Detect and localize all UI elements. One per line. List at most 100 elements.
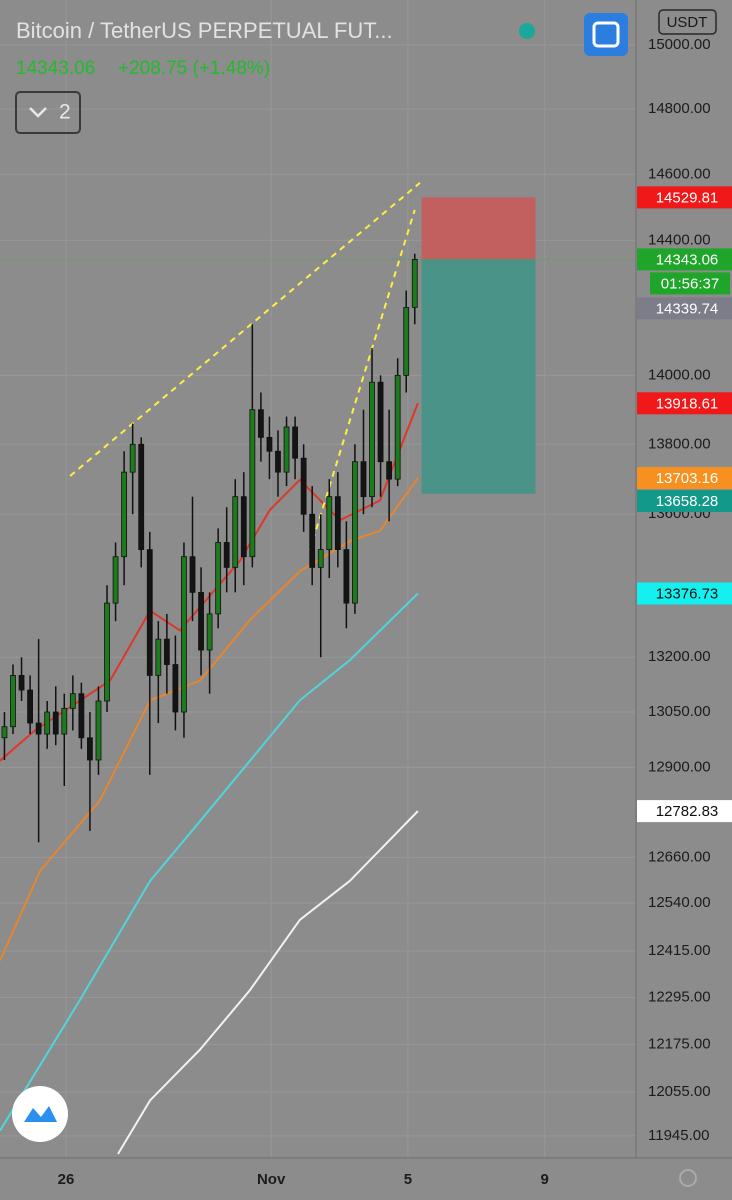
x-tick-label: 26 [58,1171,75,1188]
axes: 15000.00 14800.00 14600.00 14400.00 14000.00… [58,36,711,1188]
candle-body [189,556,196,593]
candle-body [343,549,350,604]
fullscreen-button[interactable] [584,13,628,56]
candle-body [215,542,222,615]
y-tick-label: 12415.00 [648,942,711,959]
trendline [308,209,416,551]
y-tick-label: 14400.00 [648,231,711,248]
moving-average [0,592,419,1132]
candle-body [403,307,410,376]
y-tick-label: 14600.00 [648,165,711,182]
countdown-tag [650,272,730,295]
candle-body [317,549,324,568]
candle-body [78,693,85,739]
candle-body [172,664,179,713]
price-tag-label: 13658.28 [656,493,719,510]
badge-frame [658,9,717,35]
candle-body [223,542,230,568]
candle-body [275,450,281,473]
logo-icon [24,1106,57,1122]
candle-body [360,461,367,498]
indicator-toggle[interactable]: 2 [15,91,81,134]
market-status-dot [519,23,535,39]
candle-body [181,556,187,713]
candle-body [352,461,358,604]
candle-body [52,711,59,735]
plot-area [0,182,636,1155]
price-tag [637,186,732,209]
indicator-count: 2 [59,101,71,124]
candle-body [146,549,153,676]
grid [0,0,636,1158]
candle-body [112,556,119,604]
price-tag-label: 13918.61 [656,395,719,412]
candle-body [377,381,384,463]
candle-body [1,726,8,739]
candle-body [283,426,290,473]
price-tag [637,392,732,415]
settings-icon[interactable] [679,1169,697,1187]
price-tags: 14529.81 14343.06 01:56:37 14339.74 13918.61… [637,186,732,823]
candle-body [326,496,333,550]
y-tick-label: 14000.00 [648,366,711,383]
y-tick-label: 13200.00 [648,648,711,665]
candle-body [266,436,273,452]
candle-body [394,374,401,480]
candle-body [163,638,170,665]
price-tag-label: 14343.06 [656,251,719,268]
y-tick-label: 12900.00 [648,758,711,775]
candle-body [411,258,418,308]
countdown: 01:56:37 [661,275,719,292]
price-tag [637,248,732,271]
candle-body [44,711,51,735]
y-tick-label: 12295.00 [648,988,711,1005]
candle-body [61,707,68,735]
candle-body [386,461,393,480]
candle-body [206,613,213,651]
moving-average [0,477,419,962]
button-icon [592,21,620,48]
candle-body [292,426,298,459]
price-tag-label: 14529.81 [656,189,719,206]
y-tick-label: 13800.00 [648,435,711,452]
candle-body [257,409,264,438]
candle-body [121,471,128,558]
price-tag [637,297,732,320]
candle-body [155,638,162,676]
y-tick-label: 14800.00 [648,100,711,117]
price-tag [637,467,732,490]
candle-body [198,591,204,651]
currency-badge[interactable]: USDT [658,9,717,35]
price-tag [637,800,732,823]
x-tick-label: 5 [404,1171,412,1188]
y-tick-label: 15000.00 [648,36,711,53]
candle-body [35,722,42,735]
candle-body [232,496,239,568]
toggle-frame [15,91,81,134]
logo-bg [12,1086,68,1142]
price-tag-label: 14339.74 [656,300,719,317]
price-tag-label: 13376.73 [656,586,719,603]
chevron-icon [29,107,47,118]
candle-body [18,675,25,691]
candle-body [95,700,102,761]
symbol-title: Bitcoin / TetherUS PERPETUAL FUT... [16,18,393,43]
candle-body [369,381,375,498]
price-tag [637,582,732,605]
candle-body [104,602,110,702]
candle-body [334,496,341,550]
candle-body [138,443,145,550]
tradingview-logo[interactable] [12,1086,68,1142]
price-change: +208.75 (+1.48%) [118,58,270,79]
x-tick-label: 9 [541,1171,549,1188]
candle-body [69,693,76,709]
stop-zone [421,197,536,260]
price-tag-label: 13703.16 [656,470,719,487]
gear [679,1169,697,1187]
candle-body [309,513,316,568]
moving-average [117,810,419,1155]
currency: USDT [667,14,708,31]
candle-body [10,675,16,728]
